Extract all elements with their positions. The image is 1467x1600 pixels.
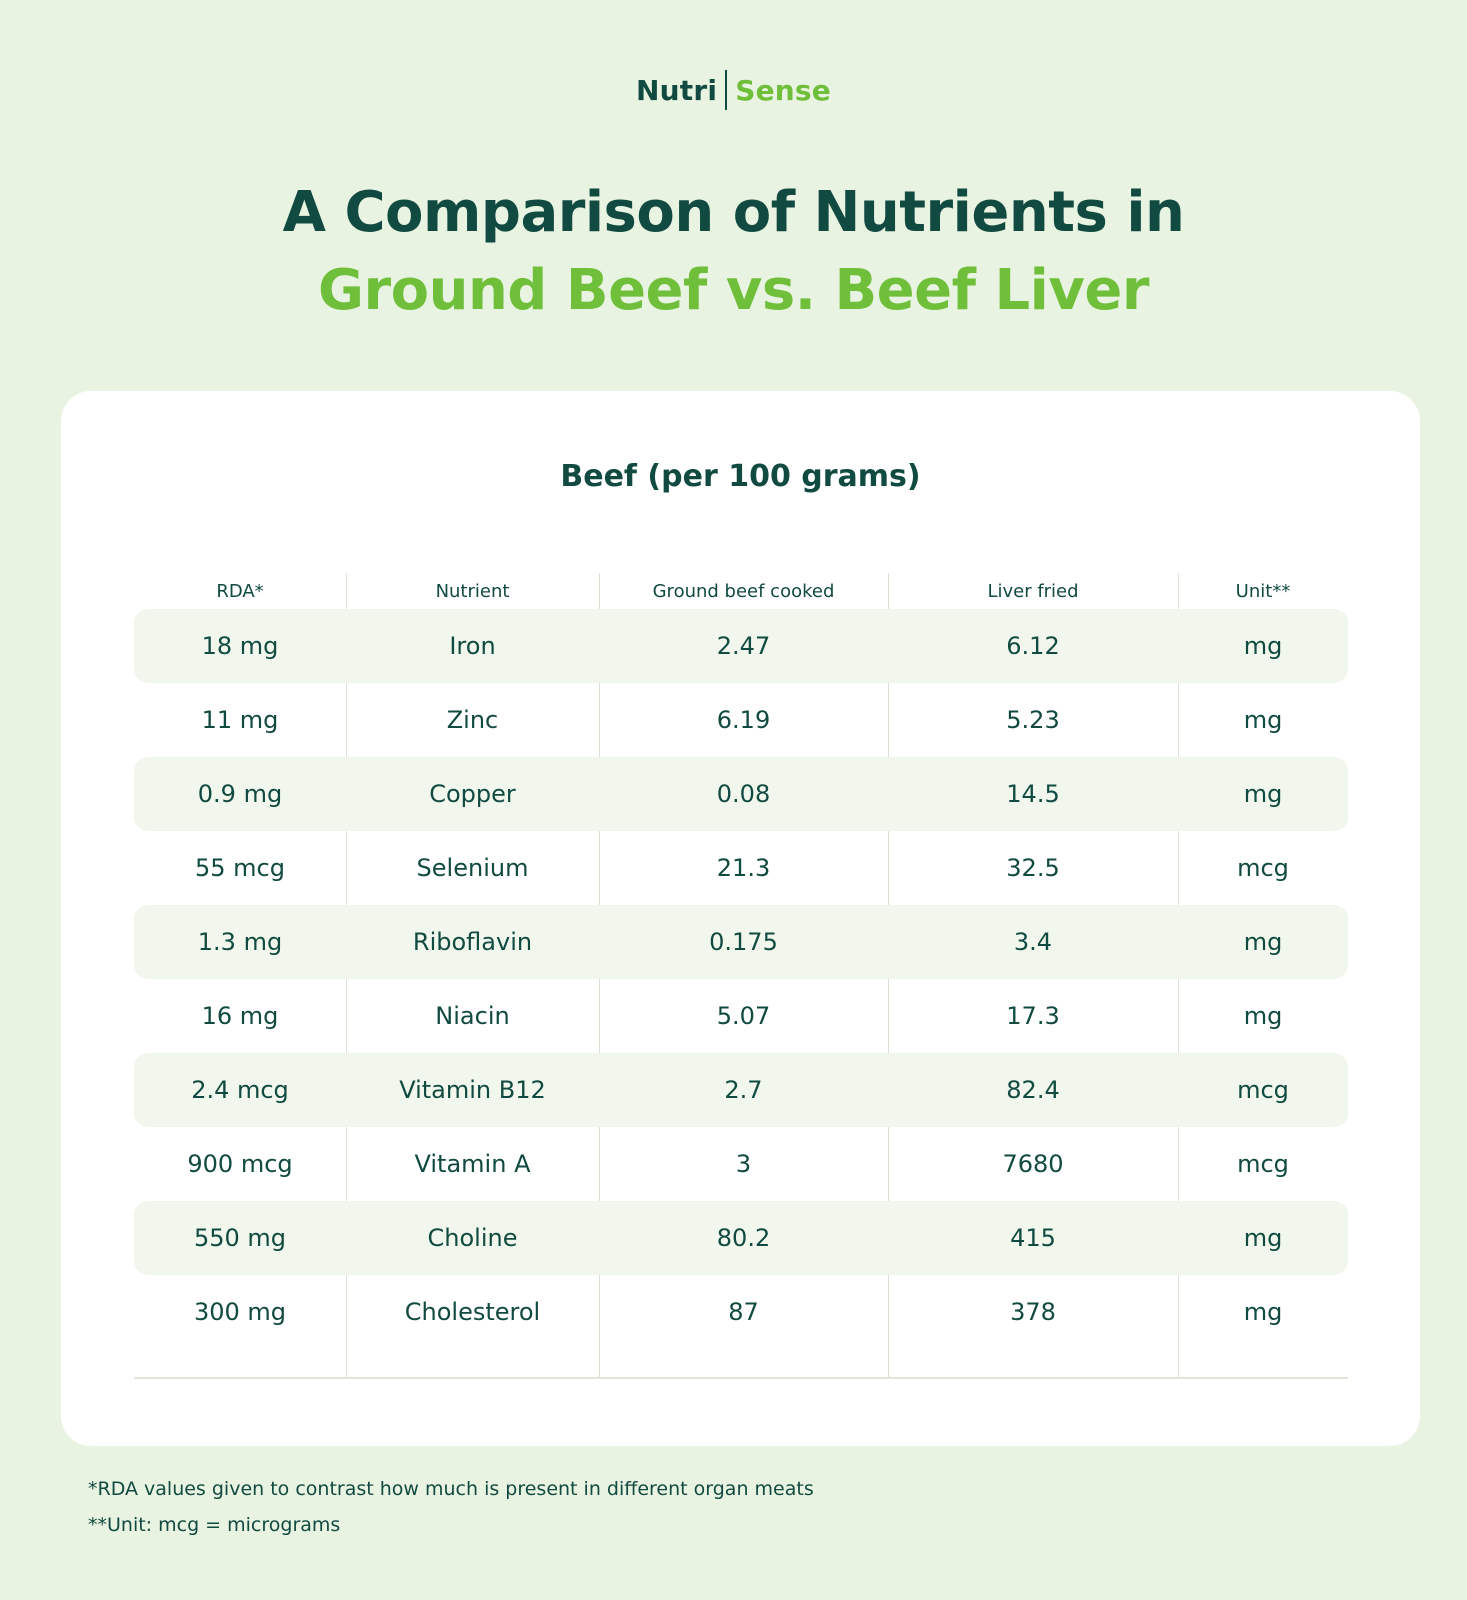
header-unit: Unit**: [1235, 580, 1291, 602]
cell-liver: 17.3: [1006, 1002, 1060, 1030]
cell-liver: 82.4: [1006, 1076, 1060, 1104]
cell-rda: 1.3 mg: [197, 928, 283, 956]
cell-ground-beef: 0.08: [716, 780, 771, 808]
table-header-row: RDA* Nutrient Ground beef cooked Liver f…: [134, 573, 1348, 609]
cell-unit: mg: [1243, 1002, 1283, 1030]
cell-nutrient: Zinc: [446, 706, 499, 734]
table-row: 55 mcg Selenium 21.3 32.5 mcg: [134, 831, 1348, 905]
cell-ground-beef: 0.175: [709, 928, 778, 956]
footnote-unit: **Unit: mcg = micrograms: [88, 1514, 341, 1536]
cell-nutrient: Choline: [427, 1224, 518, 1252]
cell-nutrient: Iron: [449, 632, 496, 660]
table-row: 18 mg Iron 2.47 6.12 mg: [134, 609, 1348, 683]
cell-ground-beef: 5.07: [716, 1002, 771, 1030]
brand-name-nutri: Nutri: [636, 73, 718, 107]
cell-liver: 32.5: [1006, 854, 1060, 882]
cell-nutrient: Vitamin A: [414, 1150, 531, 1178]
table-row: 1.3 mg Riboflavin 0.175 3.4 mg: [134, 905, 1348, 979]
cell-liver: 5.23: [1006, 706, 1060, 734]
brand-logo: Nutri Sense: [0, 70, 1467, 110]
cell-rda: 18 mg: [201, 632, 279, 660]
table-row: 0.9 mg Copper 0.08 14.5 mg: [134, 757, 1348, 831]
cell-ground-beef: 21.3: [716, 854, 771, 882]
cell-liver: 378: [1010, 1298, 1056, 1326]
cell-liver: 3.4: [1013, 928, 1053, 956]
table-bottom-rule: [134, 1377, 1348, 1379]
cell-liver: 6.12: [1006, 632, 1060, 660]
table-card: Beef (per 100 grams) RDA* Nutrient Groun…: [61, 391, 1420, 1446]
header-nutrient: Nutrient: [435, 580, 510, 602]
header-ground-beef: Ground beef cooked: [652, 580, 835, 602]
table-title: Beef (per 100 grams): [560, 459, 921, 494]
cell-liver: 415: [1010, 1224, 1056, 1252]
cell-unit: mcg: [1237, 1076, 1289, 1104]
cell-unit: mg: [1243, 1224, 1283, 1252]
table-row: 11 mg Zinc 6.19 5.23 mg: [134, 683, 1348, 757]
cell-unit: mg: [1243, 706, 1283, 734]
cell-liver: 14.5: [1006, 780, 1060, 808]
cell-nutrient: Cholesterol: [404, 1298, 541, 1326]
nutrient-table: RDA* Nutrient Ground beef cooked Liver f…: [134, 573, 1348, 1349]
footnote-rda: *RDA values given to contrast how much i…: [88, 1478, 814, 1500]
cell-rda: 0.9 mg: [197, 780, 283, 808]
cell-nutrient: Copper: [429, 780, 516, 808]
cell-ground-beef: 6.19: [716, 706, 771, 734]
cell-rda: 11 mg: [201, 706, 279, 734]
cell-unit: mg: [1243, 632, 1283, 660]
table-row: 16 mg Niacin 5.07 17.3 mg: [134, 979, 1348, 1053]
cell-nutrient: Riboflavin: [412, 928, 533, 956]
cell-nutrient: Niacin: [435, 1002, 510, 1030]
cell-ground-beef: 2.47: [716, 632, 771, 660]
cell-rda: 550 mg: [193, 1224, 287, 1252]
page-title-line2: Ground Beef vs. Beef Liver: [318, 258, 1149, 323]
cell-liver: 7680: [1002, 1150, 1064, 1178]
cell-unit: mcg: [1237, 1150, 1289, 1178]
cell-rda: 300 mg: [193, 1298, 287, 1326]
cell-rda: 55 mcg: [195, 854, 285, 882]
table-row: 550 mg Choline 80.2 415 mg: [134, 1201, 1348, 1275]
cell-ground-beef: 2.7: [724, 1076, 763, 1104]
table-row: 300 mg Cholesterol 87 378 mg: [134, 1275, 1348, 1349]
header-liver: Liver fried: [987, 580, 1079, 602]
cell-ground-beef: 3: [735, 1150, 752, 1178]
brand-name-sense: Sense: [735, 73, 831, 107]
cell-nutrient: Vitamin B12: [399, 1076, 546, 1104]
cell-unit: mcg: [1237, 854, 1289, 882]
table-row: 2.4 mcg Vitamin B12 2.7 82.4 mcg: [134, 1053, 1348, 1127]
header-rda: RDA*: [216, 580, 264, 602]
cell-rda: 900 mcg: [187, 1150, 293, 1178]
cell-unit: mg: [1243, 1298, 1283, 1326]
cell-ground-beef: 80.2: [716, 1224, 771, 1252]
cell-rda: 2.4 mcg: [191, 1076, 289, 1104]
cell-rda: 16 mg: [201, 1002, 279, 1030]
brand-divider: [725, 70, 728, 110]
cell-unit: mg: [1243, 928, 1283, 956]
page-title-line1: A Comparison of Nutrients in: [282, 180, 1185, 245]
cell-unit: mg: [1243, 780, 1283, 808]
cell-nutrient: Selenium: [416, 854, 529, 882]
cell-ground-beef: 87: [728, 1298, 759, 1326]
table-row: 900 mcg Vitamin A 3 7680 mcg: [134, 1127, 1348, 1201]
